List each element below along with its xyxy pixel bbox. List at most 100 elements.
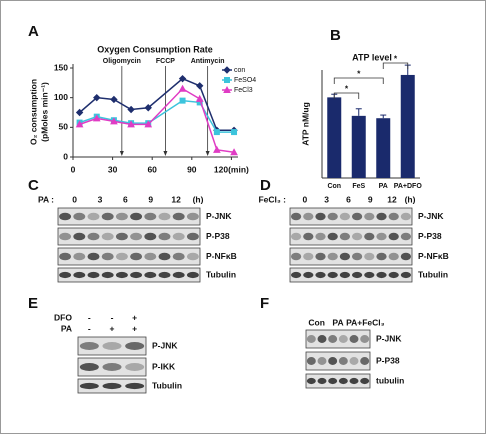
condition-sign: - — [88, 312, 91, 322]
blot-strip — [289, 207, 413, 226]
blot-band — [172, 271, 185, 279]
annotation: Antimycin — [191, 58, 225, 65]
blot-strip — [289, 267, 413, 283]
row-label: P-JNK — [376, 333, 402, 343]
significance-bracket — [382, 62, 409, 69]
blot-band — [102, 342, 122, 350]
bar — [400, 74, 415, 178]
blot-band — [364, 232, 375, 241]
blot-band — [376, 271, 387, 279]
blot-band — [339, 271, 351, 279]
blot-band — [315, 232, 326, 241]
blot-band — [144, 252, 157, 261]
blot-band — [388, 212, 399, 221]
blot-band — [349, 335, 359, 343]
blot-band — [172, 252, 185, 261]
row-label: Tubulin — [206, 269, 236, 279]
chart-title: Oxygen Consumption Rate — [97, 44, 213, 54]
blot-band — [339, 232, 351, 241]
row-label: P-NFκB — [418, 251, 449, 261]
blot-band — [388, 271, 399, 279]
blot-band — [87, 252, 100, 261]
blot-band — [351, 232, 363, 241]
blot-band — [400, 232, 412, 241]
row-label: P-JNK — [206, 211, 232, 221]
blot-band — [328, 377, 338, 385]
annotation: Oligomycin — [103, 58, 141, 65]
group-label: Con — [308, 317, 325, 327]
panel-label: E — [28, 295, 38, 312]
panel-label: F — [260, 295, 269, 312]
point — [110, 95, 118, 104]
legend-marker — [224, 77, 230, 83]
blot-band — [186, 252, 199, 261]
blot-band — [79, 363, 99, 371]
blot-band — [186, 232, 199, 241]
lane-label: 12 — [171, 194, 181, 204]
point — [213, 145, 221, 153]
blot-band — [130, 232, 143, 241]
blot-band — [158, 271, 171, 279]
x-tick-label: 90 — [187, 164, 197, 174]
blot-band — [73, 271, 86, 279]
point — [230, 148, 238, 156]
blot-band — [130, 271, 143, 279]
legend-label: FeCl3 — [234, 87, 253, 94]
point — [144, 104, 152, 112]
significance-bracket — [333, 92, 360, 99]
blot-band — [303, 271, 314, 279]
blot-band — [400, 271, 412, 279]
blot-band — [101, 271, 114, 279]
blot-band — [186, 212, 199, 221]
blot-strip — [305, 373, 371, 389]
blot-band — [328, 335, 338, 343]
blot-band — [59, 252, 72, 261]
point — [127, 120, 135, 128]
point — [75, 120, 84, 128]
x-tick-label: PA+DFO — [394, 183, 423, 190]
blot-band — [101, 232, 114, 241]
blot-band — [290, 232, 302, 241]
condition-sign: - — [88, 323, 91, 333]
blot-band — [125, 382, 145, 390]
blot-band — [290, 252, 302, 261]
blot-strip — [289, 247, 413, 266]
blot-band — [73, 252, 86, 261]
blot-band — [400, 252, 412, 261]
lane-label: 6 — [123, 194, 128, 204]
blot-band — [87, 271, 100, 279]
blot-band — [315, 252, 326, 261]
point — [127, 105, 135, 114]
panel-label: D — [260, 177, 271, 194]
blot-band — [115, 212, 128, 221]
point — [144, 120, 153, 128]
legend-label: con — [234, 67, 245, 74]
arrow-head — [119, 151, 124, 156]
y-tick-label: 150 — [54, 62, 68, 72]
blot-band — [172, 212, 185, 221]
treatment-label: FeCl₃ : — [258, 194, 286, 204]
blot-band — [102, 363, 122, 371]
blot-band — [338, 335, 348, 343]
blot-band — [327, 252, 338, 261]
blot-band — [303, 212, 314, 221]
blot-strip — [57, 247, 201, 266]
blot-band — [125, 363, 145, 371]
condition-sign: + — [110, 323, 115, 333]
blot-band — [317, 377, 327, 385]
row-label: P-P38 — [376, 355, 400, 365]
lane-label: 6 — [346, 194, 351, 204]
bar — [376, 118, 391, 178]
unit-label: (h) — [193, 194, 204, 204]
x-tick-label: PA — [379, 183, 388, 190]
row-label: P-P38 — [418, 231, 442, 241]
blot-band — [376, 232, 387, 241]
x-tick-label: Con — [327, 183, 341, 190]
point — [231, 129, 238, 136]
blot-band — [388, 252, 399, 261]
blot-band — [327, 271, 338, 279]
point — [213, 129, 220, 136]
blot-band — [79, 382, 99, 390]
